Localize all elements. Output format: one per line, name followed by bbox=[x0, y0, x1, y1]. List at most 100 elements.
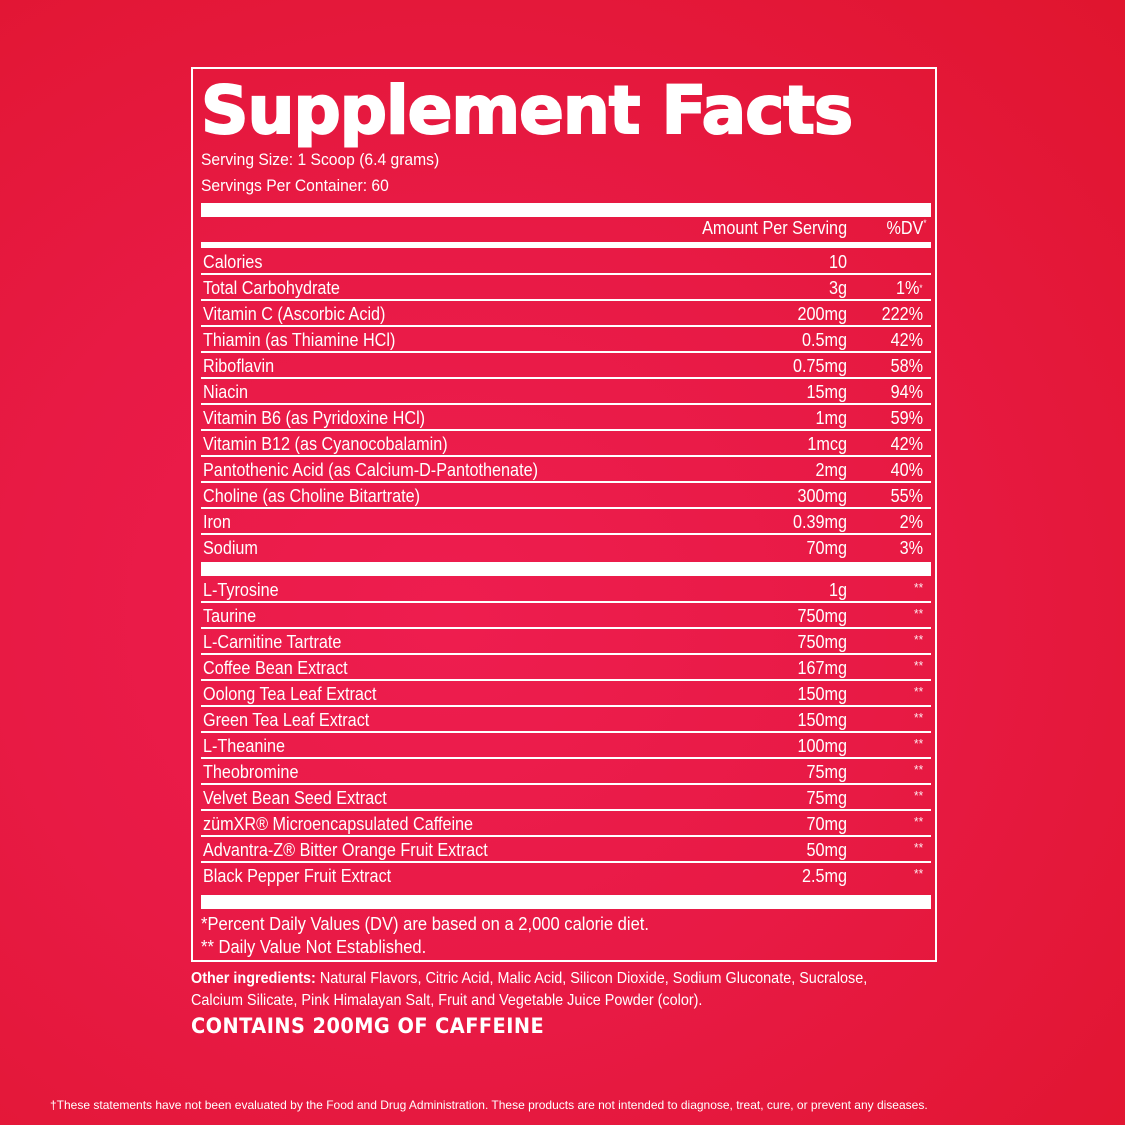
dv-header: %DV* bbox=[886, 218, 927, 238]
row-dv: ** bbox=[913, 710, 923, 725]
row-name: Niacin bbox=[203, 382, 249, 402]
other-ingredients-label: Other ingredients: bbox=[191, 970, 316, 987]
row-amount: 750mg bbox=[797, 606, 847, 626]
row-dv: 3% bbox=[899, 538, 923, 558]
row-amount: 70mg bbox=[806, 814, 847, 834]
divider-thick bbox=[201, 895, 931, 909]
row-amount: 200mg bbox=[797, 304, 847, 324]
row-name: Choline (as Choline Bitartrate) bbox=[203, 486, 421, 506]
table-row: Iron 0.39mg 2% bbox=[201, 509, 931, 535]
row-amount: 100mg bbox=[797, 736, 847, 756]
table-row: Oolong Tea Leaf Extract 150mg ** bbox=[201, 681, 931, 707]
row-name: Taurine bbox=[203, 606, 257, 626]
row-name: Iron bbox=[203, 512, 231, 532]
row-name: Vitamin B12 (as Cyanocobalamin) bbox=[203, 434, 448, 454]
row-name: Advantra-Z® Bitter Orange Fruit Extract bbox=[203, 840, 488, 860]
row-amount: 10 bbox=[828, 252, 847, 272]
row-name: Pantothenic Acid (as Calcium-D-Pantothen… bbox=[203, 460, 538, 480]
row-dv: ** bbox=[913, 736, 923, 751]
row-name: Sodium bbox=[203, 538, 258, 558]
row-dv: ** bbox=[913, 866, 923, 881]
row-name: Vitamin B6 (as Pyridoxine HCl) bbox=[203, 408, 426, 428]
row-name: L-Tyrosine bbox=[203, 580, 279, 600]
row-amount: 300mg bbox=[797, 486, 847, 506]
row-dv: 42% bbox=[890, 330, 923, 350]
table-row: Thiamin (as Thiamine HCl) 0.5mg 42% bbox=[201, 327, 931, 353]
row-name: Velvet Bean Seed Extract bbox=[203, 788, 387, 808]
row-dv: ** bbox=[913, 606, 923, 621]
row-dv: 1%* bbox=[896, 278, 923, 298]
row-dv: 94% bbox=[890, 382, 923, 402]
table-row: Advantra-Z® Bitter Orange Fruit Extract 5… bbox=[201, 837, 931, 863]
not-established-footnote: ** Daily Value Not Established. bbox=[201, 937, 427, 957]
row-dv: 42% bbox=[890, 434, 923, 454]
row-amount: 167mg bbox=[797, 658, 847, 678]
row-dv: ** bbox=[913, 814, 923, 829]
row-name: Vitamin C (Ascorbic Acid) bbox=[203, 304, 386, 324]
table-row: Riboflavin 0.75mg 58% bbox=[201, 353, 931, 379]
table-row: Vitamin B12 (as Cyanocobalamin) 1mcg 42% bbox=[201, 431, 931, 457]
row-name: zümXR® Microencapsulated Caffeine bbox=[203, 814, 474, 834]
row-name: L-Theanine bbox=[203, 736, 285, 756]
row-amount: 1g bbox=[828, 580, 847, 600]
row-dv: ** bbox=[913, 580, 923, 595]
row-dv: 55% bbox=[890, 486, 923, 506]
row-name: Theobromine bbox=[203, 762, 299, 782]
row-name: Black Pepper Fruit Extract bbox=[203, 866, 392, 886]
table-row: Vitamin C (Ascorbic Acid) 200mg 222% bbox=[201, 301, 931, 327]
table-row: L-Carnitine Tartrate 750mg ** bbox=[201, 629, 931, 655]
table-row: Calories 10 bbox=[201, 249, 931, 275]
amount-header: Amount Per Serving bbox=[702, 218, 847, 238]
table-row: zümXR® Microencapsulated Caffeine 70mg ** bbox=[201, 811, 931, 837]
row-name: Riboflavin bbox=[203, 356, 275, 376]
table-row: Total Carbohydrate 3g 1%* bbox=[201, 275, 931, 301]
row-amount: 1mcg bbox=[807, 434, 847, 454]
divider-thick bbox=[201, 203, 931, 217]
row-dv: ** bbox=[913, 684, 923, 699]
table-row: Green Tea Leaf Extract 150mg ** bbox=[201, 707, 931, 733]
row-dv: ** bbox=[913, 788, 923, 803]
other-ingredients: Other ingredients: Natural Flavors, Citr… bbox=[191, 968, 875, 1012]
row-amount: 15mg bbox=[806, 382, 847, 402]
row-amount: 70mg bbox=[806, 538, 847, 558]
supplement-facts-panel: Supplement Facts Serving Size: 1 Scoop (… bbox=[191, 67, 937, 962]
caffeine-statement: CONTAINS 200MG OF CAFFEINE bbox=[191, 1014, 545, 1038]
panel-title: Supplement Facts bbox=[200, 72, 854, 150]
divider-thick bbox=[201, 562, 931, 576]
row-dv: 40% bbox=[890, 460, 923, 480]
row-name: Total Carbohydrate bbox=[203, 278, 340, 298]
divider-medium bbox=[201, 242, 931, 248]
table-row: Vitamin B6 (as Pyridoxine HCl) 1mg 59% bbox=[201, 405, 931, 431]
row-dv: 59% bbox=[890, 408, 923, 428]
row-dv: 2% bbox=[899, 512, 923, 532]
nutrient-rows: Calories 10 Total Carbohydrate 3g 1%* Vitamin… bbox=[201, 249, 931, 561]
column-header: Amount Per Serving %DV* bbox=[201, 216, 931, 242]
table-row: Niacin 15mg 94% bbox=[201, 379, 931, 405]
table-row: Velvet Bean Seed Extract 75mg ** bbox=[201, 785, 931, 811]
row-name: L-Carnitine Tartrate bbox=[203, 632, 342, 652]
row-name: Calories bbox=[203, 252, 263, 272]
table-row: Black Pepper Fruit Extract 2.5mg ** bbox=[201, 863, 931, 889]
row-amount: 750mg bbox=[797, 632, 847, 652]
row-dv: ** bbox=[913, 632, 923, 647]
table-row: Taurine 750mg ** bbox=[201, 603, 931, 629]
row-name: Coffee Bean Extract bbox=[203, 658, 348, 678]
table-row: L-Theanine 100mg ** bbox=[201, 733, 931, 759]
row-dv: ** bbox=[913, 840, 923, 855]
row-amount: 3g bbox=[828, 278, 847, 298]
table-row: Pantothenic Acid (as Calcium-D-Pantothen… bbox=[201, 457, 931, 483]
row-amount: 0.5mg bbox=[801, 330, 847, 350]
dv-footnote: *Percent Daily Values (DV) are based on … bbox=[201, 914, 649, 934]
row-amount: 2.5mg bbox=[801, 866, 847, 886]
table-row: Sodium 70mg 3% bbox=[201, 535, 931, 561]
row-dv: ** bbox=[913, 762, 923, 777]
table-row: Choline (as Choline Bitartrate) 300mg 55% bbox=[201, 483, 931, 509]
other-ingredients-text: Natural Flavors, Citric Acid, Malic Acid… bbox=[191, 970, 868, 1009]
row-name: Green Tea Leaf Extract bbox=[203, 710, 370, 730]
serving-size: Serving Size: 1 Scoop (6.4 grams) bbox=[201, 150, 440, 169]
row-amount: 0.39mg bbox=[792, 512, 847, 532]
row-dv: 222% bbox=[881, 304, 923, 324]
row-name: Thiamin (as Thiamine HCl) bbox=[203, 330, 396, 350]
row-amount: 150mg bbox=[797, 684, 847, 704]
row-amount: 75mg bbox=[806, 762, 847, 782]
